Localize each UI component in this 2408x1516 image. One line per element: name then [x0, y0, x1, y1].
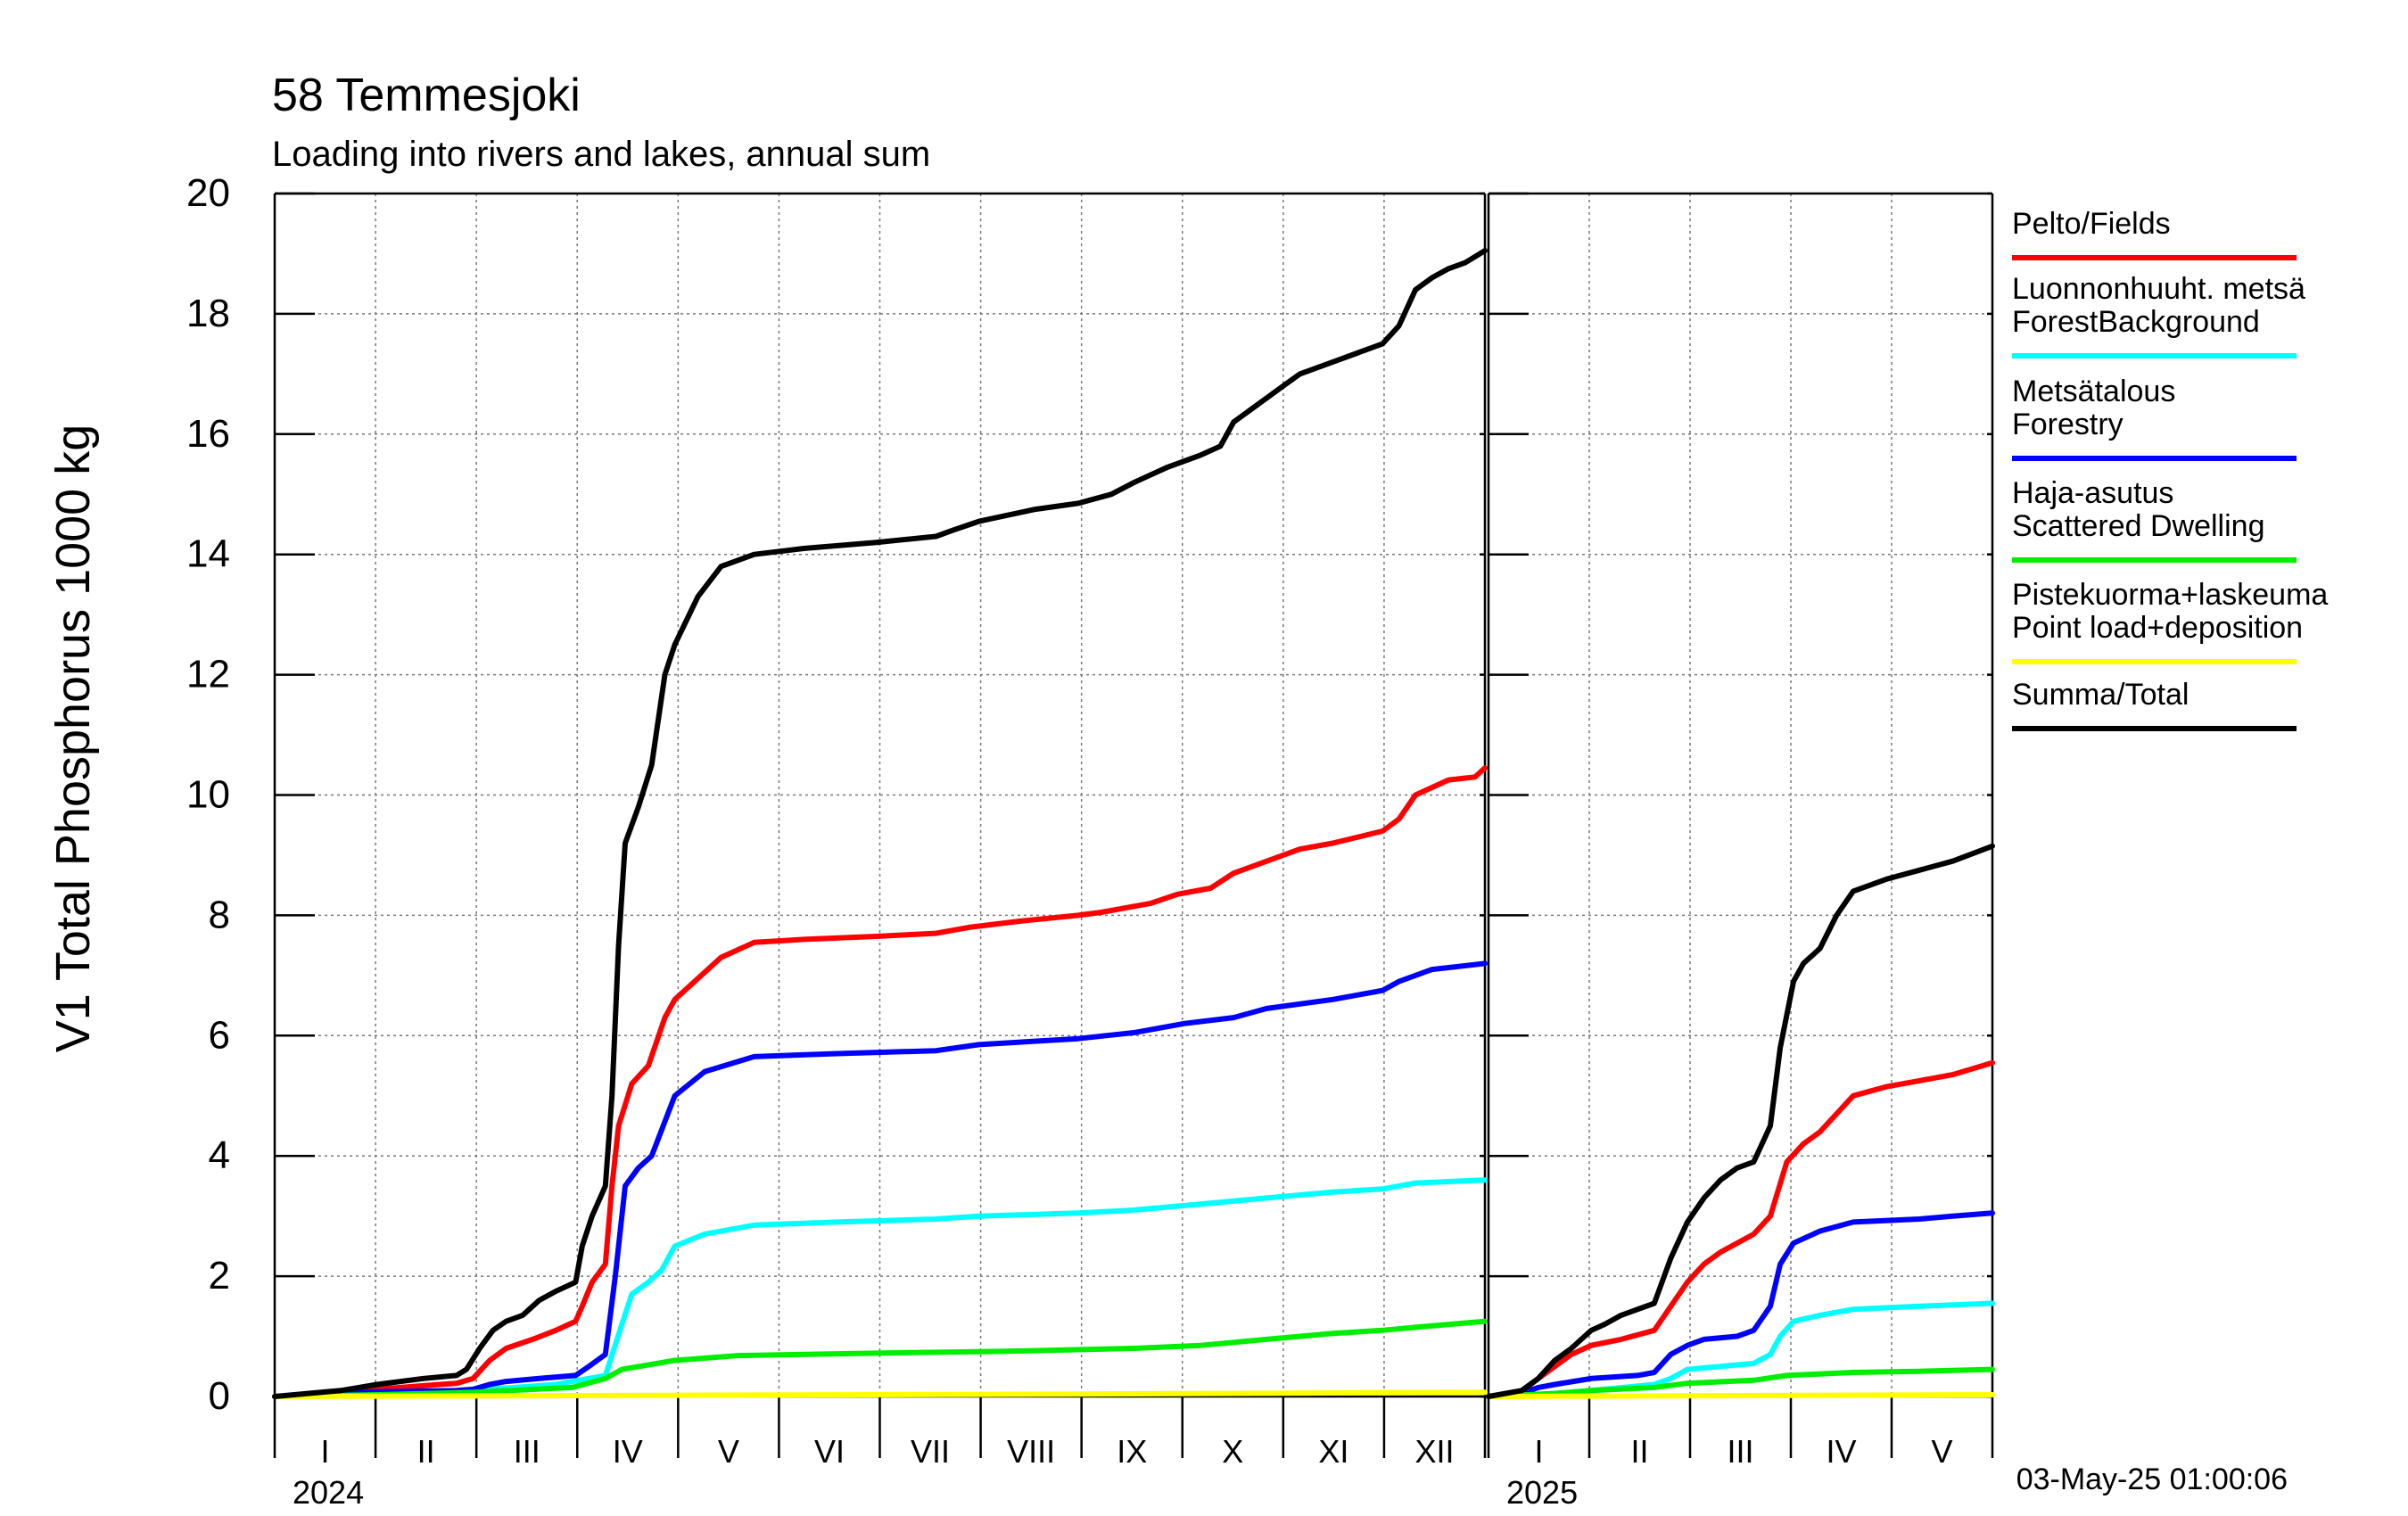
legend-label: Pelto/Fields	[2012, 207, 2171, 241]
x-tick-label: V	[1931, 1433, 1952, 1470]
y-tick-label: 6	[209, 1013, 230, 1057]
legend-label: Summa/Total	[2012, 678, 2189, 712]
legend-label: Point load+deposition	[2012, 611, 2303, 645]
legend-label: Luonnonhuuht. metsä	[2012, 272, 2305, 306]
legend-label: Scattered Dwelling	[2012, 509, 2264, 543]
x-tick-label: IV	[613, 1433, 643, 1470]
series-line-metstalous	[1486, 1210, 1995, 1399]
x-tick-label: XI	[1318, 1433, 1348, 1470]
series-line-peltofields	[1486, 1059, 1995, 1399]
x-tick-label: II	[417, 1433, 435, 1470]
y-tick-label: 2	[209, 1254, 230, 1298]
legend-label: Metsätalous	[2012, 375, 2175, 408]
y-tick-label: 12	[186, 653, 230, 696]
x-tick-label: X	[1222, 1433, 1243, 1470]
series-line-summatotal	[1486, 843, 1995, 1399]
y-tick-label: 16	[186, 412, 230, 456]
series-line-peltofields	[272, 765, 1488, 1399]
y-tick-label: 0	[209, 1374, 230, 1418]
series-line-metstalous	[272, 960, 1488, 1399]
x-tick-label: IV	[1826, 1433, 1856, 1470]
x-tick-label: V	[718, 1433, 739, 1470]
year-label: 2024	[293, 1474, 364, 1511]
series-line-summatotal	[272, 248, 1488, 1399]
legend-label: Haja-asutus	[2012, 476, 2173, 510]
y-tick-label: 10	[186, 773, 230, 817]
y-tick-label: 14	[186, 532, 230, 576]
x-tick-label: VIII	[1007, 1433, 1055, 1470]
x-tick-label: III	[514, 1433, 540, 1470]
x-tick-label: VI	[814, 1433, 845, 1470]
timestamp: 03-May-25 01:00:06	[2016, 1462, 2288, 1496]
series-line-luonnonhuuht	[272, 1177, 1488, 1399]
grid	[275, 193, 1992, 1397]
x-tick-label: VII	[911, 1433, 950, 1470]
x-tick-label: II	[1630, 1433, 1648, 1470]
x-tick-label: IX	[1117, 1433, 1147, 1470]
legend: Pelto/Fields Luonnonhuuht. metsäForestBac…	[2012, 207, 2328, 731]
y-tick-label: 18	[186, 292, 230, 335]
legend-label: ForestBackground	[2012, 305, 2260, 339]
legend-label: Forestry	[2012, 408, 2123, 441]
chart-title: 58 Temmesjoki	[272, 70, 581, 121]
year-label: 2025	[1506, 1474, 1578, 1511]
series-line-hajaasutus	[1486, 1366, 1995, 1399]
chart-subtitle: Loading into rivers and lakes, annual su…	[272, 135, 930, 174]
y-tick-label: 8	[209, 893, 230, 936]
y-axis-label: V1 Total Phosphorus 1000 kg	[46, 424, 100, 1053]
y-tick-label: 20	[186, 171, 230, 215]
y-tick-label: 4	[209, 1133, 230, 1177]
series-line-hajaasutus	[272, 1318, 1488, 1399]
series-line-pistekuormalaskeuma	[272, 1389, 1488, 1399]
legend-label: Pistekuorma+laskeuma	[2012, 578, 2328, 612]
x-tick-label: I	[321, 1433, 330, 1470]
x-tick-label: III	[1727, 1433, 1753, 1470]
x-tick-label: XII	[1414, 1433, 1454, 1470]
series-line-pistekuormalaskeuma	[1486, 1392, 1995, 1399]
x-tick-label: I	[1534, 1433, 1543, 1470]
series-lines	[272, 248, 1995, 1399]
